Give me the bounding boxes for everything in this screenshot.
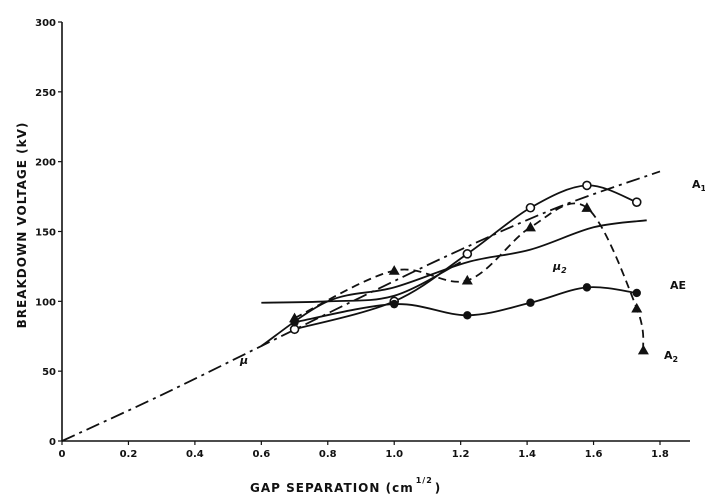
data-point [524,221,536,232]
x-tick-label: 1.6 [585,449,603,460]
x-tick-label: 0.2 [120,449,138,460]
axes [61,22,690,442]
series-line-unlabeled-5 [261,261,462,304]
curve-label-mu: μ [239,354,248,367]
series-line-s0 [61,170,661,442]
data-point [463,311,472,320]
data-point [581,202,593,212]
data-point [582,180,592,191]
series-line-A [294,202,645,351]
series-line-s2 [260,219,647,347]
curve-label-mu2: μ2 [552,260,567,275]
data-point [388,265,400,275]
x-tick-label: 1.4 [518,449,536,460]
data-point [390,299,399,309]
y-tick-label: 50 [42,367,56,378]
y-tick-label: 0 [49,437,56,448]
x-tick-label: 0 [59,449,66,460]
markers-layer [289,180,649,355]
curve-label-a1: A1 [692,178,705,193]
data-point [631,197,642,207]
x-tick-label: 0.8 [319,449,337,460]
curve-label-a2: A2 [664,349,678,364]
x-tick-label: 0.4 [186,449,204,460]
data-point [525,202,536,213]
x-axis-title: GAP SEPARATION (cm1/2) [250,476,441,495]
y-tick-label: 250 [35,88,56,99]
y-tick-label: 100 [35,297,56,308]
y-tick-label: 300 [35,18,56,29]
data-point [289,312,301,323]
curve-label-ae: AE [670,279,686,292]
y-axis-title: BREAKDOWN VOLTAGE (kV) [15,122,29,329]
series-layer [61,170,661,442]
data-point [632,288,641,298]
data-point [526,298,535,307]
x-tick-label: 1.2 [452,449,470,460]
x-tick-label: 1.8 [651,449,669,460]
data-point [631,302,643,313]
y-tick-label: 150 [35,228,56,239]
data-point [582,283,592,292]
data-point [637,344,649,355]
x-tick-label: 0.6 [252,449,270,460]
ticks: 0 0.2 0.4 0.6 0.8 1.0 1.2 1.4 1.6 1.8 0 50 100 150 200… [35,18,669,460]
x-tick-label: 1.0 [385,449,403,460]
data-point [462,249,473,259]
y-tick-label: 200 [35,158,56,169]
data-point [461,274,473,285]
